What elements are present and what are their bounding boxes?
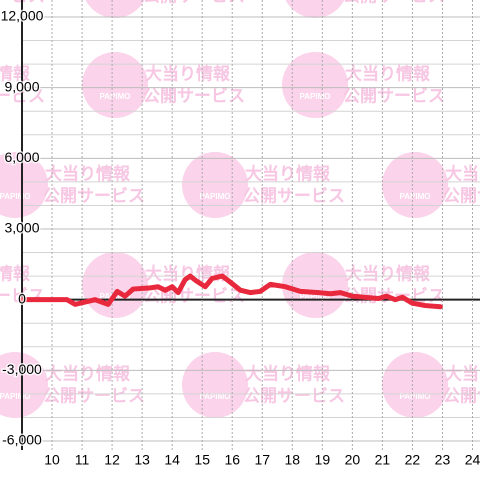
watermark-logo — [0, 152, 48, 218]
watermark-title: 大当り情報 — [245, 363, 331, 383]
watermark-subtitle: 公開サービス — [43, 186, 145, 205]
watermark-title: 大当り情報 — [145, 63, 231, 83]
watermark-subtitle: 公開サービス — [143, 0, 245, 5]
x-tick-label: 12 — [104, 452, 120, 468]
watermark-logo-text: PAPIMO — [400, 192, 431, 201]
watermark-subtitle: 公開サービス — [143, 86, 245, 105]
watermark-title: 大当り情報 — [45, 363, 131, 383]
watermark-logo — [382, 352, 448, 418]
watermark-subtitle: 公開サービス — [343, 86, 445, 105]
watermark-logo — [82, 52, 148, 118]
y-tick-label: -6,000 — [2, 432, 42, 448]
x-tick-label: 18 — [285, 452, 301, 468]
watermark-logo-text: PAPIMO — [300, 292, 331, 301]
x-tick-label: 11 — [75, 452, 90, 468]
plot — [19, 273, 443, 310]
x-tick-label: 24 — [465, 452, 480, 468]
y-tick-label: 0 — [18, 290, 26, 306]
data-line — [19, 273, 443, 310]
watermark-logo — [382, 152, 448, 218]
watermark-logo-text: PAPIMO — [100, 92, 131, 101]
watermark-logo — [285, 0, 345, 18]
x-tick-label: 16 — [224, 452, 240, 468]
y-tick-label: -3,000 — [2, 361, 42, 377]
watermark-logo-text: PAPIMO — [0, 192, 30, 201]
watermark-subtitle: 公開サービス — [343, 286, 445, 305]
watermark-title: 大当り情報 — [0, 263, 31, 283]
watermark-logo — [82, 252, 148, 318]
watermark-subtitle: 公開サービス — [443, 386, 480, 405]
x-tick-label: 23 — [435, 452, 451, 468]
watermark-logo-text: PAPIMO — [0, 392, 30, 401]
watermark-logo — [182, 152, 248, 218]
y-tick-label: 9,000 — [4, 78, 39, 94]
x-tick-label: 22 — [405, 452, 421, 468]
watermark-title: 大当り情報 — [0, 63, 31, 83]
watermark-subtitle: 公開サービス — [43, 386, 145, 405]
watermark-logo-text: PAPIMO — [100, 0, 131, 1]
watermark-logo — [0, 352, 48, 418]
watermark-title: 大当り情報 — [445, 163, 480, 183]
watermark-title: 大当り情報 — [45, 163, 131, 183]
watermark-title: 大当り情報 — [245, 163, 331, 183]
watermark-logo-text: PAPIMO — [300, 0, 331, 1]
x-tick-label: 17 — [254, 452, 270, 468]
watermark-title: 大当り情報 — [445, 363, 480, 383]
x-tick-label: 13 — [134, 452, 150, 468]
watermark-logo-text: PAPIMO — [300, 92, 331, 101]
y-tick-label: 12,000 — [1, 8, 44, 24]
watermark-subtitle: 公開サービス — [243, 186, 345, 205]
x-tick-label: 15 — [194, 452, 210, 468]
watermark-title: 大当り情報 — [345, 63, 431, 83]
watermark-logo — [182, 352, 248, 418]
watermark-subtitle: 公開サービス — [443, 186, 480, 205]
x-tick-label: 10 — [44, 452, 60, 468]
watermark-logo — [282, 52, 348, 118]
watermark-title: 大当り情報 — [345, 263, 431, 283]
watermark-logo — [282, 252, 348, 318]
grid — [21, 0, 480, 450]
watermarks: PAPIMO大当り情報公開サービスPAPIMO大当り情報公開サービスPAPIMO… — [0, 0, 480, 418]
x-tick-label: 14 — [164, 452, 180, 468]
y-tick-label: 6,000 — [4, 149, 39, 165]
watermark-logo — [85, 0, 145, 18]
x-tick-label: 19 — [315, 452, 331, 468]
watermark-logo-text: PAPIMO — [200, 192, 231, 201]
watermark-logo-text: PAPIMO — [200, 392, 231, 401]
x-tick-label: 20 — [345, 452, 361, 468]
watermark-subtitle: 公開サービス — [343, 0, 445, 5]
watermark-subtitle: 公開サービス — [243, 386, 345, 405]
watermark-logo-text: PAPIMO — [400, 392, 431, 401]
y-tick-label: 3,000 — [4, 220, 39, 236]
x-tick-label: 21 — [375, 452, 391, 468]
